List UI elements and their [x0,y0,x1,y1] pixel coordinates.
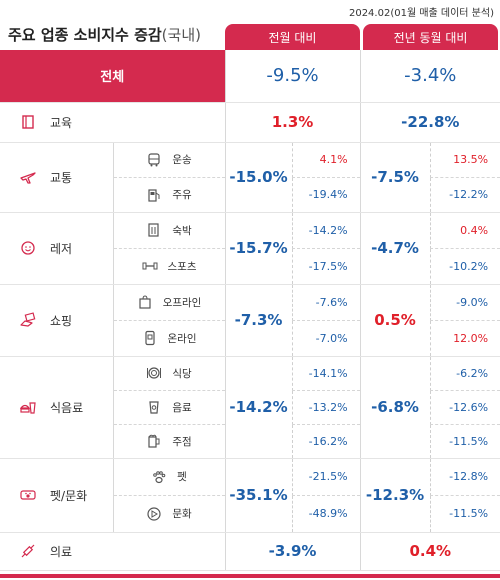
sub-label: 온라인 [167,332,197,345]
total-month: -9.5% [224,50,361,103]
pet-ticket-icon [20,487,36,503]
burger-drink-icon [20,399,36,415]
fuel-icon [146,187,162,203]
category-label: 펫/문화 [50,488,88,503]
category-label: 의료 [50,544,73,559]
table-row-leisure-2: 스포츠 -17.5% -10.2% [0,248,500,285]
education-month: 1.3% [224,102,361,143]
phone-icon [142,330,158,346]
sub-label: 식당 [172,367,192,380]
source-note: 2024.02(01월 매출 데이터 분석) [348,8,494,19]
book-icon [20,114,36,130]
page-title: 주요 업종 소비지수 증감(국내) [8,24,201,45]
syringe-icon [20,543,36,559]
building-icon [146,222,162,238]
pet-month: -35.1% [224,458,293,533]
sub-label: 문화 [172,508,192,520]
food-year: -6.8% [359,356,431,459]
category-label: 쇼핑 [50,313,73,328]
table-row-shopping-1: 쇼핑 오프라인 -7.3% -7.6% 0.5% -9.0% [0,284,500,357]
table-row-food-3: 주점 -16.2% -11.5% [0,424,500,459]
paw-icon [151,469,167,485]
education-year: -22.8% [359,102,500,143]
table-row-transport-1: 교통 운송 -15.0% 4.1% -7.5% 13.5% [0,142,500,213]
leisure-sub-year: 0.4% [429,212,500,249]
shopping-year: 0.5% [359,284,431,357]
consumption-index-table: 전체 -9.5% -3.4% 교육 1.3% -22.8% 교통 [0,50,500,571]
shopping-sub-year: -9.0% [429,284,500,321]
pet-sub-month: -21.5% [291,458,361,496]
plate-icon [146,365,162,381]
column-header-year: 전년 동월 대비 [363,24,498,50]
sub-label: 주유 [172,189,192,201]
sub-label: 음료 [172,401,192,414]
food-sub-month: -16.2% [291,424,361,459]
transport-sub-month: -19.4% [291,177,361,213]
table-row-pet-2: 문화 -48.9% -11.5% [0,495,500,533]
shopping-sub-year: 12.0% [429,320,500,357]
table-row-total: 전체 -9.5% -3.4% [0,50,500,103]
sub-label: 오프라인 [162,296,202,309]
table-row-food-1: 식음료 식당 -14.2% -14.1% -6.8% -6.2% [0,356,500,459]
category-label: 식음료 [50,400,84,415]
table-row-medical: 의료 -3.9% 0.4% [0,532,500,571]
shopping-sub-month: -7.0% [291,320,361,357]
pet-sub-month: -48.9% [291,495,361,533]
transport-sub-year: -12.2% [429,177,500,213]
table-row-education: 교육 1.3% -22.8% [0,102,500,143]
leisure-sub-year: -10.2% [429,248,500,285]
category-label: 레저 [50,241,73,256]
total-year: -3.4% [359,50,500,103]
food-sub-month: -13.2% [291,390,361,425]
hand-card-icon [20,312,36,328]
table-row-leisure-1: 레저 숙박 -15.7% -14.2% -4.7% 0.4% [0,212,500,285]
transport-year: -7.5% [359,142,431,213]
sub-label: 스포츠 [167,260,197,273]
transport-sub-month: 4.1% [291,142,361,178]
category-label: 교육 [50,115,73,130]
food-sub-year: -12.6% [429,390,500,425]
leisure-sub-month: -17.5% [291,248,361,285]
smiley-icon [20,240,36,256]
leisure-year: -4.7% [359,212,431,285]
pet-sub-year: -12.8% [429,458,500,496]
culture-icon [146,506,162,522]
beer-glass-icon [146,433,162,449]
food-sub-year: -11.5% [429,424,500,459]
sub-label: 운송 [172,154,192,166]
shopping-bag-icon [137,294,153,310]
table-row-shopping-2: 온라인 -7.0% 12.0% [0,320,500,357]
table-row-transport-2: 주유 -19.4% -12.2% [0,177,500,213]
bus-icon [146,152,162,168]
leisure-month: -15.7% [224,212,293,285]
dumbbell-icon [142,258,158,274]
food-month: -14.2% [224,356,293,459]
bottom-accent-bar [0,574,500,578]
coffee-cup-icon [146,399,162,415]
medical-year: 0.4% [359,532,500,571]
sub-label: 주점 [172,435,192,448]
transport-month: -15.0% [224,142,293,213]
title-paren: (국내) [161,26,201,44]
shopping-sub-month: -7.6% [291,284,361,321]
food-sub-year: -6.2% [429,356,500,391]
column-header-month: 전월 대비 [225,24,360,50]
sub-label: 펫 [177,471,187,483]
total-label: 전체 [0,50,226,103]
table-row-pet-1: 펫/문화 펫 -35.1% -21.5% -12.3% -12.8% [0,458,500,533]
shopping-month: -7.3% [224,284,293,357]
airplane-icon [20,169,36,185]
leisure-sub-month: -14.2% [291,212,361,249]
transport-sub-year: 13.5% [429,142,500,178]
category-label: 교통 [50,170,73,185]
medical-month: -3.9% [224,532,361,571]
food-sub-month: -14.1% [291,356,361,391]
pet-sub-year: -11.5% [429,495,500,533]
pet-year: -12.3% [359,458,431,533]
table-row-food-2: 음료 -13.2% -12.6% [0,390,500,425]
sub-label: 숙박 [172,224,192,237]
title-main: 주요 업종 소비지수 증감 [8,26,162,44]
